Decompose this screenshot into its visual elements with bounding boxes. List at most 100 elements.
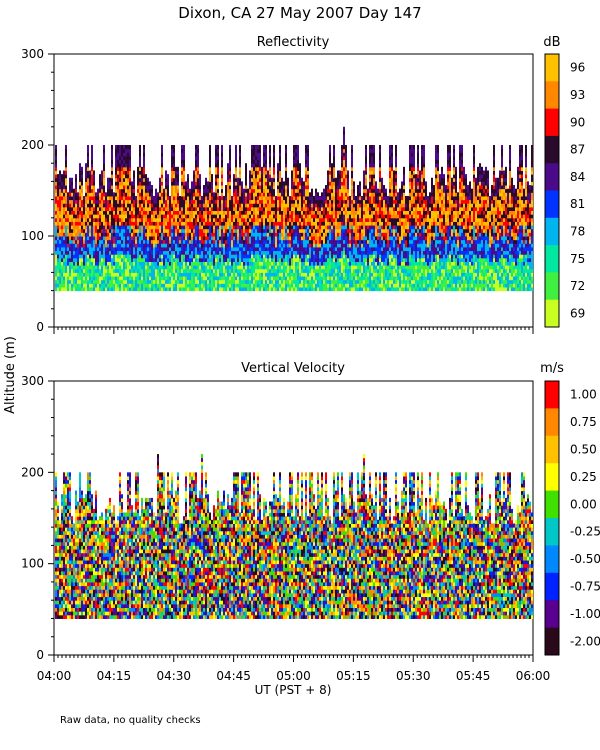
heatmap-cell	[243, 286, 245, 292]
heatmap-cell	[239, 276, 241, 281]
heatmap-cell	[139, 159, 141, 164]
heatmap-cell	[101, 217, 103, 222]
heatmap-cell	[97, 246, 99, 252]
heatmap-cell	[321, 268, 323, 273]
heatmap-cell	[295, 250, 297, 255]
heatmap-cell	[193, 203, 195, 208]
heatmap-cell	[219, 261, 221, 266]
heatmap-cell	[193, 214, 195, 219]
heatmap-cell	[71, 188, 73, 193]
heatmap-cell	[259, 152, 261, 157]
heatmap-cell	[231, 268, 233, 273]
heatmap-cell	[143, 195, 145, 201]
heatmap-cell	[277, 210, 279, 215]
heatmap-cell	[221, 221, 223, 226]
heatmap-cell	[127, 225, 129, 230]
heatmap-cell	[319, 239, 321, 244]
heatmap-cell	[239, 152, 241, 157]
heatmap-cell	[201, 206, 203, 212]
heatmap-cell	[257, 225, 259, 230]
heatmap-cell	[161, 170, 163, 175]
heatmap-cell	[225, 185, 227, 190]
heatmap-cell	[297, 228, 299, 233]
heatmap-cell	[303, 279, 305, 284]
heatmap-cell	[253, 199, 255, 204]
heatmap-cell	[219, 286, 221, 292]
heatmap-cell	[177, 203, 179, 208]
heatmap-cell	[85, 221, 87, 226]
heatmap-cell	[197, 188, 199, 193]
heatmap-cell	[159, 257, 161, 262]
heatmap-cell	[129, 276, 131, 281]
heatmap-cell	[227, 192, 229, 197]
heatmap-cell	[55, 159, 57, 164]
heatmap-cell	[229, 206, 231, 212]
heatmap-cell	[193, 174, 195, 179]
heatmap-cell	[169, 276, 171, 281]
heatmap-cell	[169, 225, 171, 230]
heatmap-cell	[145, 221, 147, 226]
heatmap-cell	[343, 243, 345, 248]
heatmap-cell	[153, 232, 155, 237]
heatmap-cell	[211, 250, 213, 255]
heatmap-cell	[87, 181, 89, 186]
heatmap-cell	[333, 185, 335, 190]
heatmap-cell	[85, 243, 87, 248]
heatmap-cell	[297, 170, 299, 175]
heatmap-cell	[121, 257, 123, 262]
heatmap-cell	[123, 210, 125, 215]
heatmap-cell	[329, 148, 331, 153]
heatmap-cell	[81, 243, 83, 248]
heatmap-cell	[289, 268, 291, 273]
heatmap-cell	[99, 206, 101, 212]
heatmap-cell	[305, 210, 307, 215]
heatmap-cell	[103, 243, 105, 248]
heatmap-cell	[105, 276, 107, 281]
heatmap-cell	[191, 272, 193, 277]
heatmap-cell	[243, 239, 245, 244]
heatmap-cell	[333, 228, 335, 233]
heatmap-cell	[155, 283, 157, 288]
heatmap-cell	[307, 265, 309, 270]
heatmap-cell	[109, 188, 111, 193]
heatmap-cell	[173, 283, 175, 288]
heatmap-cell	[71, 265, 73, 270]
heatmap-cell	[179, 257, 181, 262]
heatmap-cell	[61, 188, 63, 193]
heatmap-cell	[343, 268, 345, 273]
heatmap-cell	[325, 276, 327, 281]
heatmap-cell	[159, 272, 161, 277]
heatmap-cell	[303, 243, 305, 248]
heatmap-cell	[227, 214, 229, 219]
heatmap-cell	[157, 265, 159, 270]
heatmap-cell	[137, 250, 139, 255]
heatmap-cell	[295, 192, 297, 197]
heatmap-cell	[59, 221, 61, 226]
heatmap-cell	[225, 228, 227, 233]
heatmap-cell	[245, 170, 247, 175]
heatmap-cell	[77, 254, 79, 259]
heatmap-cell	[205, 272, 207, 277]
heatmap-cell	[147, 177, 149, 182]
heatmap-cell	[161, 268, 163, 273]
heatmap-cell	[209, 232, 211, 237]
heatmap-cell	[263, 250, 265, 255]
heatmap-cell	[277, 276, 279, 281]
heatmap-cell	[165, 199, 167, 204]
heatmap-cell	[129, 155, 131, 161]
heatmap-cell	[97, 217, 99, 222]
heatmap-cell	[145, 199, 147, 204]
heatmap-cell	[269, 283, 271, 288]
heatmap-cell	[201, 265, 203, 270]
heatmap-cell	[255, 250, 257, 255]
heatmap-cell	[207, 203, 209, 208]
heatmap-cell	[255, 261, 257, 266]
heatmap-cell	[171, 232, 173, 237]
heatmap-cell	[125, 265, 127, 270]
heatmap-cell	[129, 174, 131, 179]
heatmap-cell	[109, 283, 111, 288]
heatmap-cell	[173, 214, 175, 219]
heatmap-cell	[101, 192, 103, 197]
heatmap-cell	[159, 268, 161, 273]
heatmap-cell	[329, 286, 331, 292]
